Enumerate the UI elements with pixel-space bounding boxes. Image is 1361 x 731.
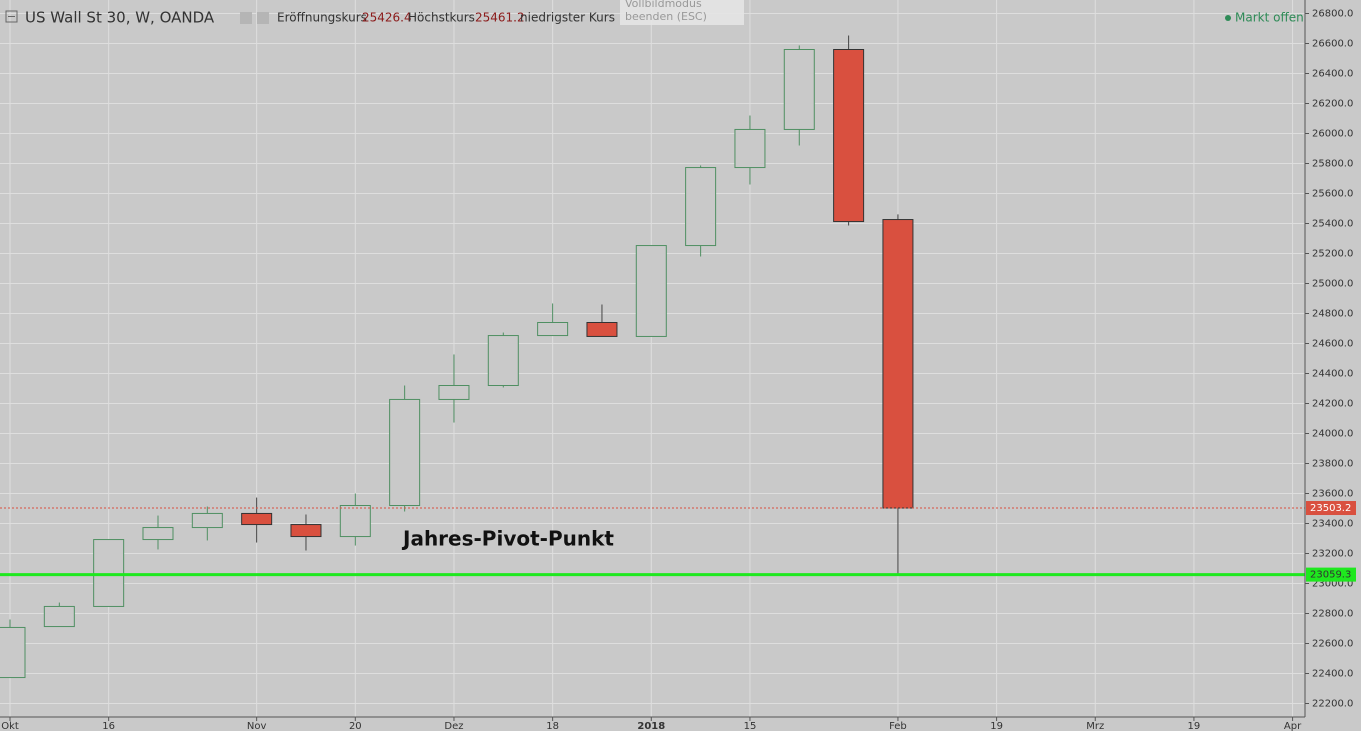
y-tick-label: 23200.0	[1312, 549, 1353, 560]
y-tick-label: 24800.0	[1312, 309, 1353, 320]
x-tick-label: 16	[102, 721, 115, 731]
pivot-label: 23059.3	[1310, 570, 1351, 581]
last-price-badge	[1306, 501, 1356, 516]
y-tick-label: 25200.0	[1312, 249, 1353, 260]
low-label: niedrigster Kurs	[520, 11, 615, 25]
y-tick-label: 24200.0	[1312, 399, 1353, 410]
candle-body	[635, 245, 667, 337]
status-dot	[1225, 15, 1231, 21]
candle-body	[438, 385, 470, 400]
hide-icon[interactable]	[257, 12, 269, 24]
candle-body	[191, 512, 223, 529]
candle-body	[882, 219, 914, 509]
y-tick-label: 25000.0	[1312, 279, 1353, 290]
chart-title: US Wall St 30, W, OANDA	[25, 9, 215, 27]
candle-body	[685, 167, 717, 247]
x-tick-label: Feb	[889, 721, 907, 731]
menu-icon[interactable]	[5, 10, 18, 23]
candle-body	[142, 527, 174, 541]
y-tick-label: 25600.0	[1312, 189, 1353, 200]
x-tick-label: Apr	[1284, 721, 1302, 731]
tooltip-line: Vollbildmodus	[625, 0, 702, 10]
y-tick-label: 25400.0	[1312, 219, 1353, 230]
settings-icon[interactable]	[240, 12, 252, 24]
open-value: 25426.4	[362, 11, 412, 25]
high-value: 25461.2	[475, 11, 525, 25]
market-status: Markt offen	[1235, 11, 1304, 25]
x-tick-label: Nov	[247, 721, 267, 731]
candle-body	[783, 49, 815, 130]
x-tick-label: Okt	[1, 721, 19, 731]
y-tick-label: 22800.0	[1312, 609, 1353, 620]
candle-body	[43, 605, 75, 628]
y-tick-label: 23000.0	[1312, 579, 1353, 590]
y-tick-label: 23800.0	[1312, 459, 1353, 470]
candle-body	[487, 335, 519, 386]
y-tick-label: 23400.0	[1312, 519, 1353, 530]
pivot-badge	[1306, 567, 1356, 582]
candle-body	[734, 128, 766, 169]
candle-body	[389, 398, 421, 507]
tooltip	[620, 0, 744, 25]
x-tick-label: 15	[744, 721, 757, 731]
x-tick-label: 19	[1188, 721, 1201, 731]
x-tick-label: Dez	[444, 721, 463, 731]
y-tick-label: 26600.0	[1312, 39, 1353, 50]
last-price-label: 23503.2	[1310, 503, 1351, 514]
candle-body	[339, 505, 371, 538]
candle-body	[537, 322, 569, 337]
y-tick-label: 23600.0	[1312, 489, 1353, 500]
y-tick-label: 24600.0	[1312, 339, 1353, 350]
candle-body	[241, 512, 273, 526]
x-tick-label: 18	[546, 721, 559, 731]
y-tick-label: 26200.0	[1312, 99, 1353, 110]
x-tick-label: 19	[990, 721, 1003, 731]
y-tick-label: 24000.0	[1312, 429, 1353, 440]
y-tick-label: 24400.0	[1312, 369, 1353, 380]
annotation: Jahres-Pivot-Punkt	[401, 527, 614, 551]
y-tick-label: 22400.0	[1312, 669, 1353, 680]
candle-body	[833, 49, 865, 223]
candle-body	[290, 524, 322, 538]
candle-body	[93, 539, 125, 607]
y-tick-label: 26400.0	[1312, 69, 1353, 80]
x-tick-label: 2018	[637, 721, 665, 731]
candle-body	[0, 626, 26, 679]
y-tick-label: 22600.0	[1312, 639, 1353, 650]
open-label: Eröffnungskurs	[277, 11, 367, 25]
y-tick-label: 25800.0	[1312, 159, 1353, 170]
high-label: Höchstkurs	[408, 11, 475, 25]
y-tick-label: 26000.0	[1312, 129, 1353, 140]
x-tick-label: 20	[349, 721, 362, 731]
tooltip-line: beenden (ESC)	[625, 10, 707, 23]
candle-body	[586, 322, 618, 337]
x-tick-label: Mrz	[1086, 721, 1104, 731]
y-tick-label: 26800.0	[1312, 9, 1353, 20]
y-tick-label: 22200.0	[1312, 699, 1353, 710]
